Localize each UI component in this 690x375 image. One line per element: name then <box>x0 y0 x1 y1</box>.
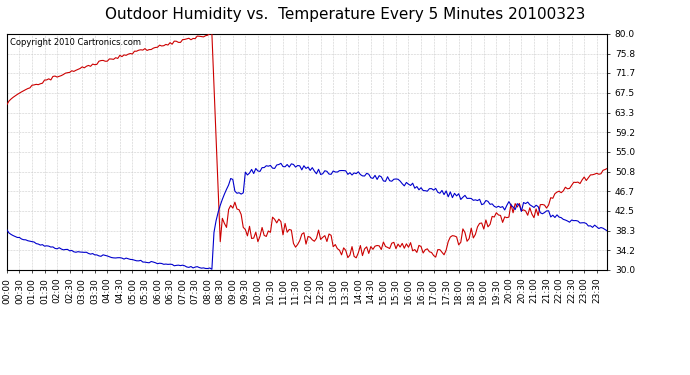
Text: Outdoor Humidity vs.  Temperature Every 5 Minutes 20100323: Outdoor Humidity vs. Temperature Every 5… <box>105 8 585 22</box>
Text: Copyright 2010 Cartronics.com: Copyright 2010 Cartronics.com <box>10 39 141 48</box>
